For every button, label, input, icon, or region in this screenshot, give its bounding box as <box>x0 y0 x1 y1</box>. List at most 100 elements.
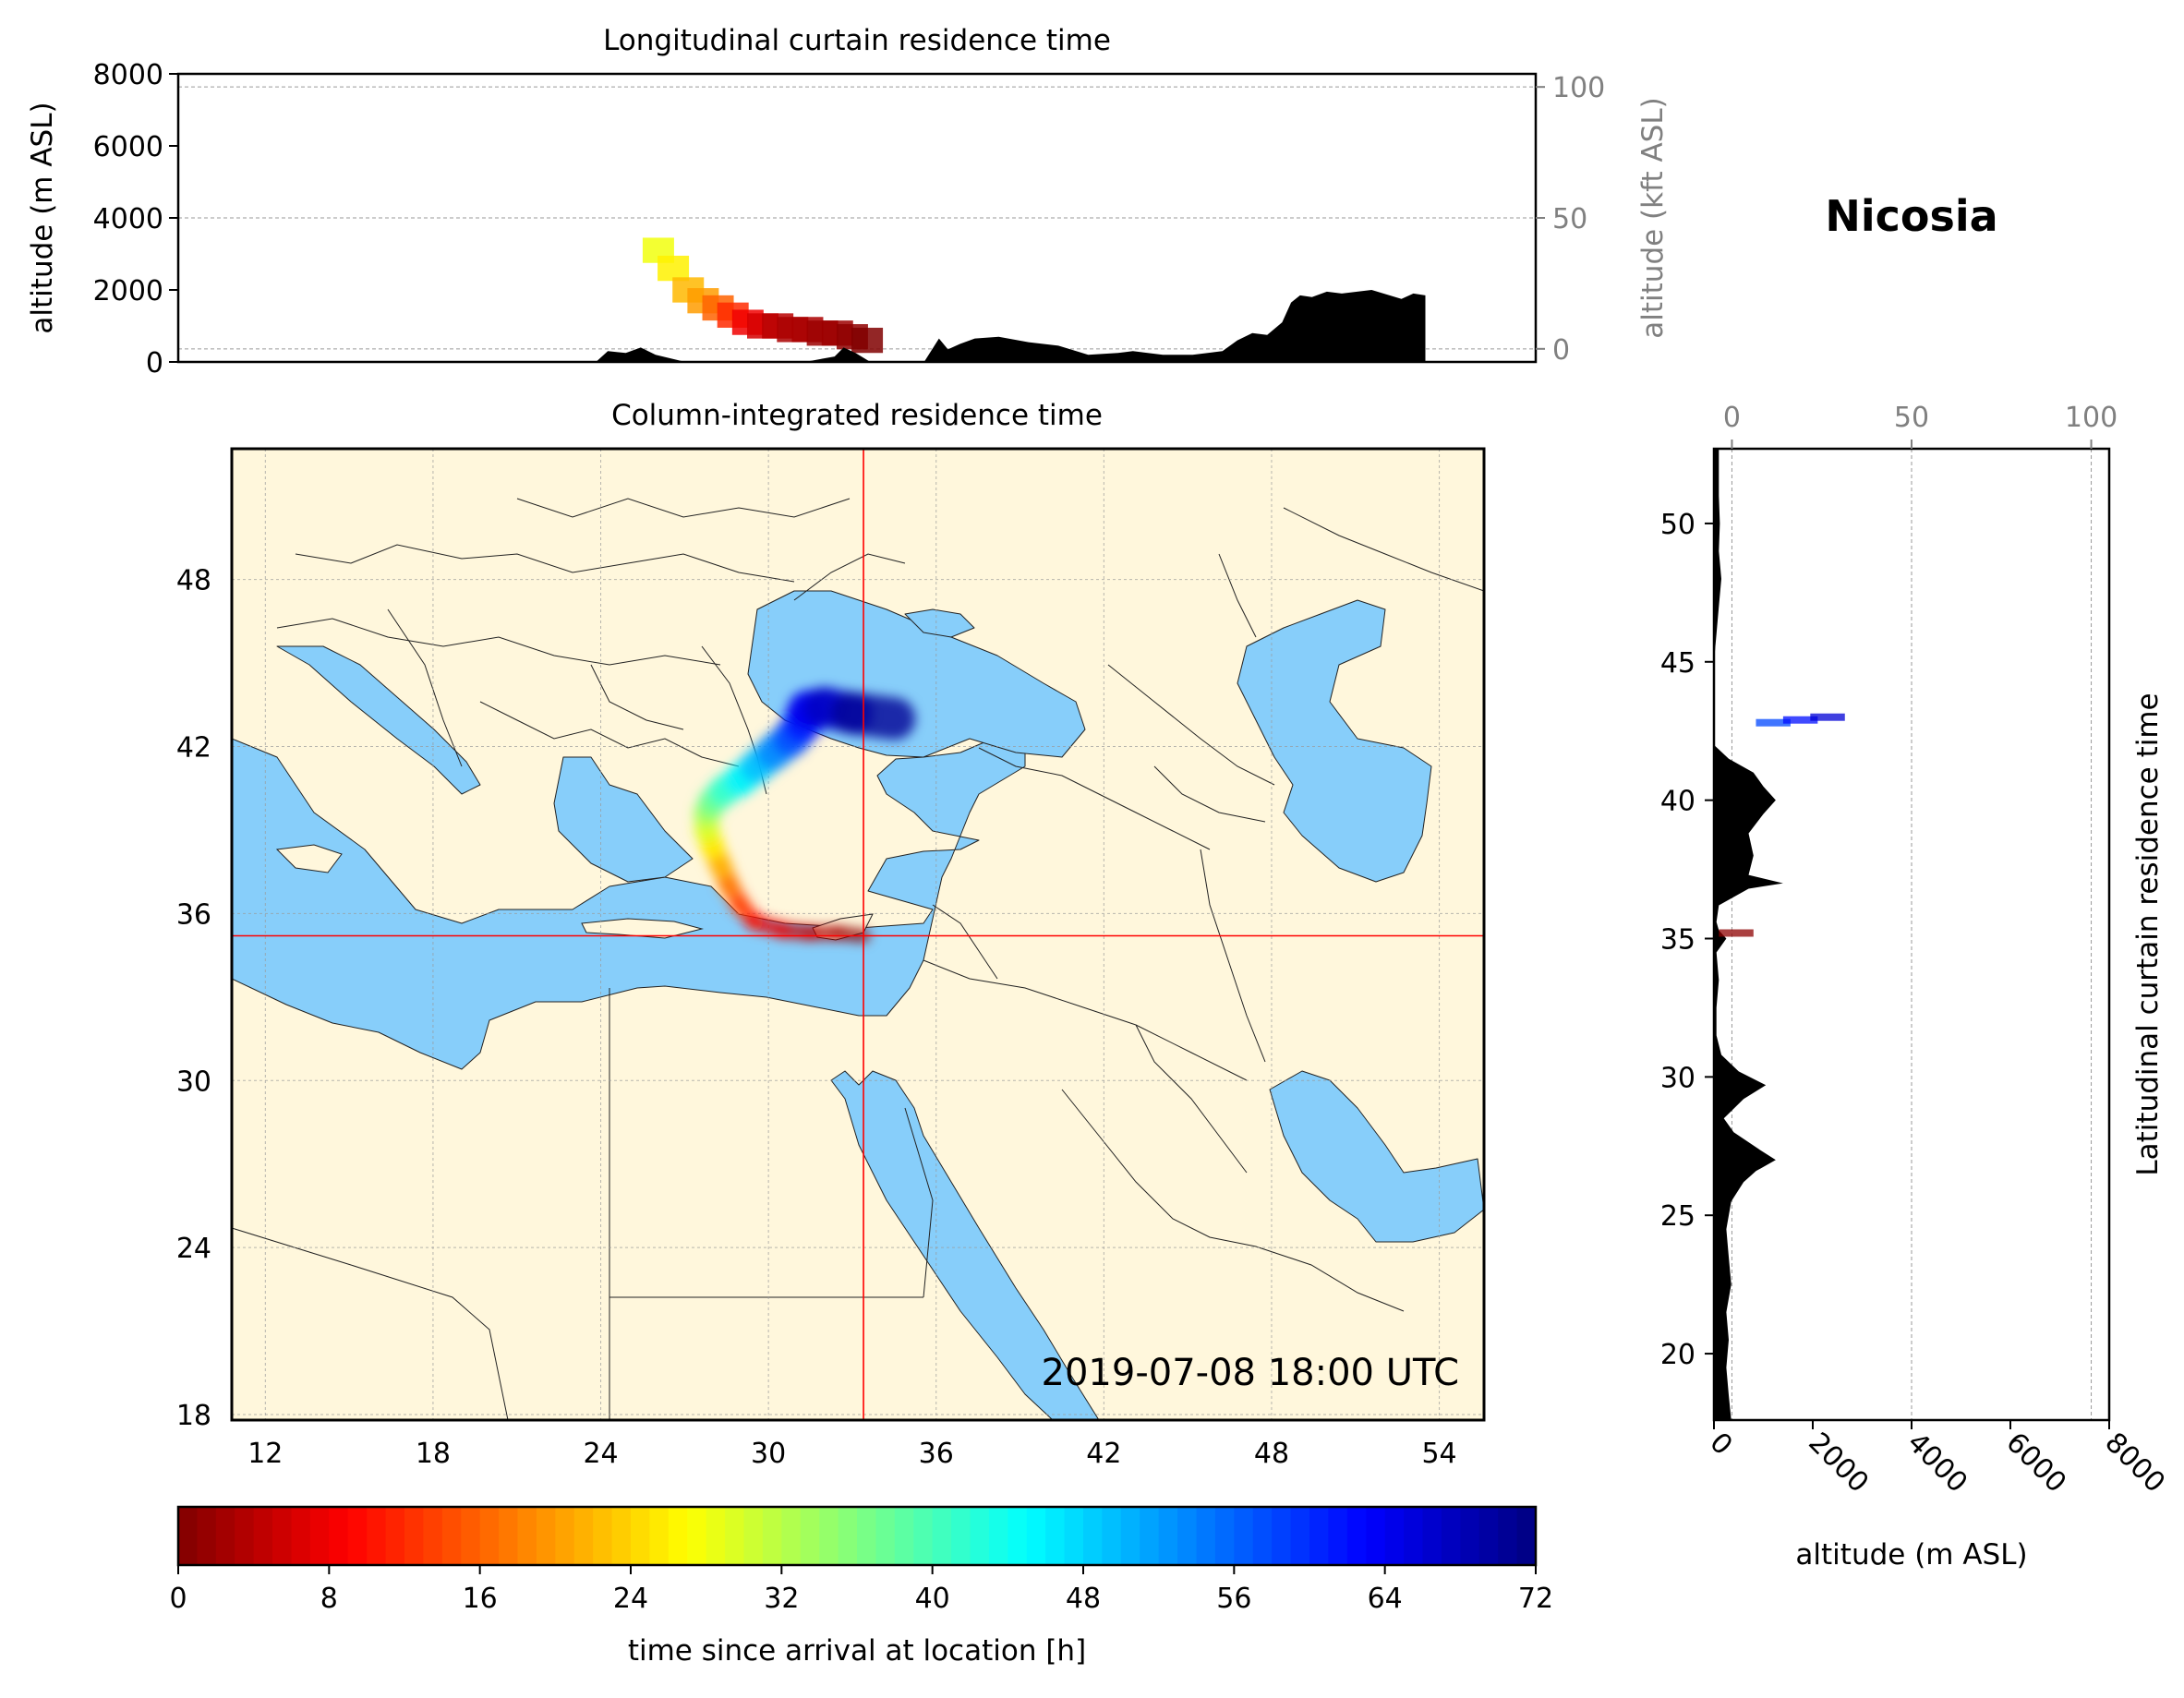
trajectory-segment <box>831 692 916 741</box>
colorbar-step <box>819 1507 839 1565</box>
y-tick-label: 50 <box>1660 509 1695 541</box>
colorbar-gradient <box>178 1507 1537 1565</box>
colorbar-frame <box>176 1505 1538 1567</box>
colorbar-step <box>1422 1507 1442 1565</box>
colorbar-step <box>593 1507 613 1565</box>
aegean-sea <box>553 756 694 883</box>
colorbar-tick-label: 0 <box>169 1583 187 1615</box>
y-tick-label: 6000 <box>93 131 163 163</box>
colorbar-step <box>235 1507 255 1565</box>
colorbar-step <box>1441 1507 1461 1565</box>
y-tick-right-label: 100 <box>1552 72 1605 104</box>
y-tick-label: 24 <box>176 1233 211 1265</box>
x-tick-label: 24 <box>583 1438 618 1470</box>
colorbar-step <box>1008 1507 1028 1565</box>
latitudinal-top-ticks: 0 50 100 <box>1723 402 2118 449</box>
colorbar-step <box>385 1507 405 1565</box>
colorbar: 0 8 16 24 32 40 48 56 64 72 time since arrival at… <box>169 1505 1553 1668</box>
y-tick-label: 20 <box>1660 1339 1695 1371</box>
residence-cell <box>1782 716 1818 724</box>
longitudinal-terrain <box>178 290 1536 362</box>
colorbar-step <box>668 1507 688 1565</box>
colorbar-step <box>536 1507 556 1565</box>
colorbar-ticks: 0 8 16 24 32 40 48 56 64 72 <box>169 1565 1553 1615</box>
longitudinal-title: Longitudinal curtain residence time <box>603 24 1111 57</box>
colorbar-tick-label: 64 <box>1368 1583 1403 1615</box>
colorbar-step <box>309 1507 330 1565</box>
colorbar-step <box>1272 1507 1292 1565</box>
x-tick-label: 18 <box>416 1438 451 1470</box>
y-tick-label: 40 <box>1660 786 1695 818</box>
colorbar-step <box>573 1507 594 1565</box>
colorbar-tick-label: 48 <box>1066 1583 1101 1615</box>
mediterranean-sea <box>232 738 1026 1070</box>
colorbar-label: time since arrival at location [h] <box>628 1634 1086 1668</box>
y-tick-label: 25 <box>1660 1200 1695 1233</box>
colorbar-step <box>1516 1507 1537 1565</box>
colorbar-step <box>461 1507 481 1565</box>
colorbar-step <box>1366 1507 1386 1565</box>
colorbar-step <box>178 1507 199 1565</box>
longitudinal-right-ticks: 0 50 100 <box>1536 72 1605 367</box>
map-panel: Column-integrated residence time <box>176 399 1486 1470</box>
x-tick-label: 12 <box>247 1438 283 1470</box>
map-frame <box>230 447 1486 1422</box>
colorbar-step <box>913 1507 934 1565</box>
longitudinal-ylabel-right: altitude (kft ASL) <box>1636 97 1670 338</box>
colorbar-step <box>555 1507 575 1565</box>
colorbar-step <box>932 1507 952 1565</box>
colorbar-step <box>1177 1507 1198 1565</box>
residence-cell <box>1756 718 1791 727</box>
map-x-ticks: 12 18 24 30 36 42 48 54 <box>247 1438 1456 1470</box>
x-tick-label: 4000 <box>1900 1427 1973 1499</box>
colorbar-step <box>1498 1507 1518 1565</box>
latitudinal-residence <box>1719 713 1845 937</box>
colorbar-step <box>1478 1507 1499 1565</box>
y-tick-right-label: 50 <box>1552 203 1587 235</box>
map-seas <box>232 590 1484 1420</box>
colorbar-step <box>367 1507 387 1565</box>
map-title: Column-integrated residence time <box>611 399 1103 432</box>
y-tick-label: 18 <box>176 1400 211 1432</box>
crete <box>581 918 704 939</box>
colorbar-step <box>272 1507 293 1565</box>
colorbar-step <box>725 1507 745 1565</box>
adriatic-sea <box>276 645 481 795</box>
colorbar-step <box>499 1507 519 1565</box>
colorbar-step <box>970 1507 990 1565</box>
colorbar-step <box>1252 1507 1273 1565</box>
latitudinal-x-ticks: 0 2000 4000 6000 8000 <box>1703 1420 2171 1499</box>
x-tick-label: 2000 <box>1802 1427 1875 1499</box>
colorbar-step <box>743 1507 764 1565</box>
latitudinal-xlabel: altitude (m ASL) <box>1795 1538 2027 1572</box>
colorbar-step <box>1328 1507 1348 1565</box>
colorbar-step <box>1026 1507 1046 1565</box>
latitudinal-terrain <box>1714 449 1783 1420</box>
residence-cell <box>851 327 884 354</box>
colorbar-step <box>1196 1507 1216 1565</box>
colorbar-tick-label: 40 <box>915 1583 950 1615</box>
colorbar-tick-label: 32 <box>764 1583 799 1615</box>
longitudinal-residence <box>642 237 884 354</box>
colorbar-step <box>1158 1507 1178 1565</box>
x-tick-top-label: 100 <box>2065 402 2118 434</box>
colorbar-step <box>631 1507 651 1565</box>
x-tick-label: 42 <box>1086 1438 1121 1470</box>
colorbar-step <box>706 1507 726 1565</box>
colorbar-step <box>253 1507 273 1565</box>
y-tick-label: 36 <box>176 898 211 931</box>
y-tick-label: 4000 <box>93 203 163 235</box>
x-tick-label: 36 <box>919 1438 954 1470</box>
trajectory-plume <box>693 687 916 943</box>
longitudinal-ylabel: altitude (m ASL) <box>26 102 59 333</box>
colorbar-tick-label: 16 <box>463 1583 498 1615</box>
colorbar-step <box>857 1507 877 1565</box>
sea-of-azov <box>904 608 975 638</box>
colorbar-step <box>611 1507 632 1565</box>
colorbar-step <box>1083 1507 1104 1565</box>
colorbar-step <box>291 1507 311 1565</box>
x-tick-label: 30 <box>751 1438 786 1470</box>
map-layers: 2019-07-08 18:00 UTC <box>232 449 1484 1420</box>
